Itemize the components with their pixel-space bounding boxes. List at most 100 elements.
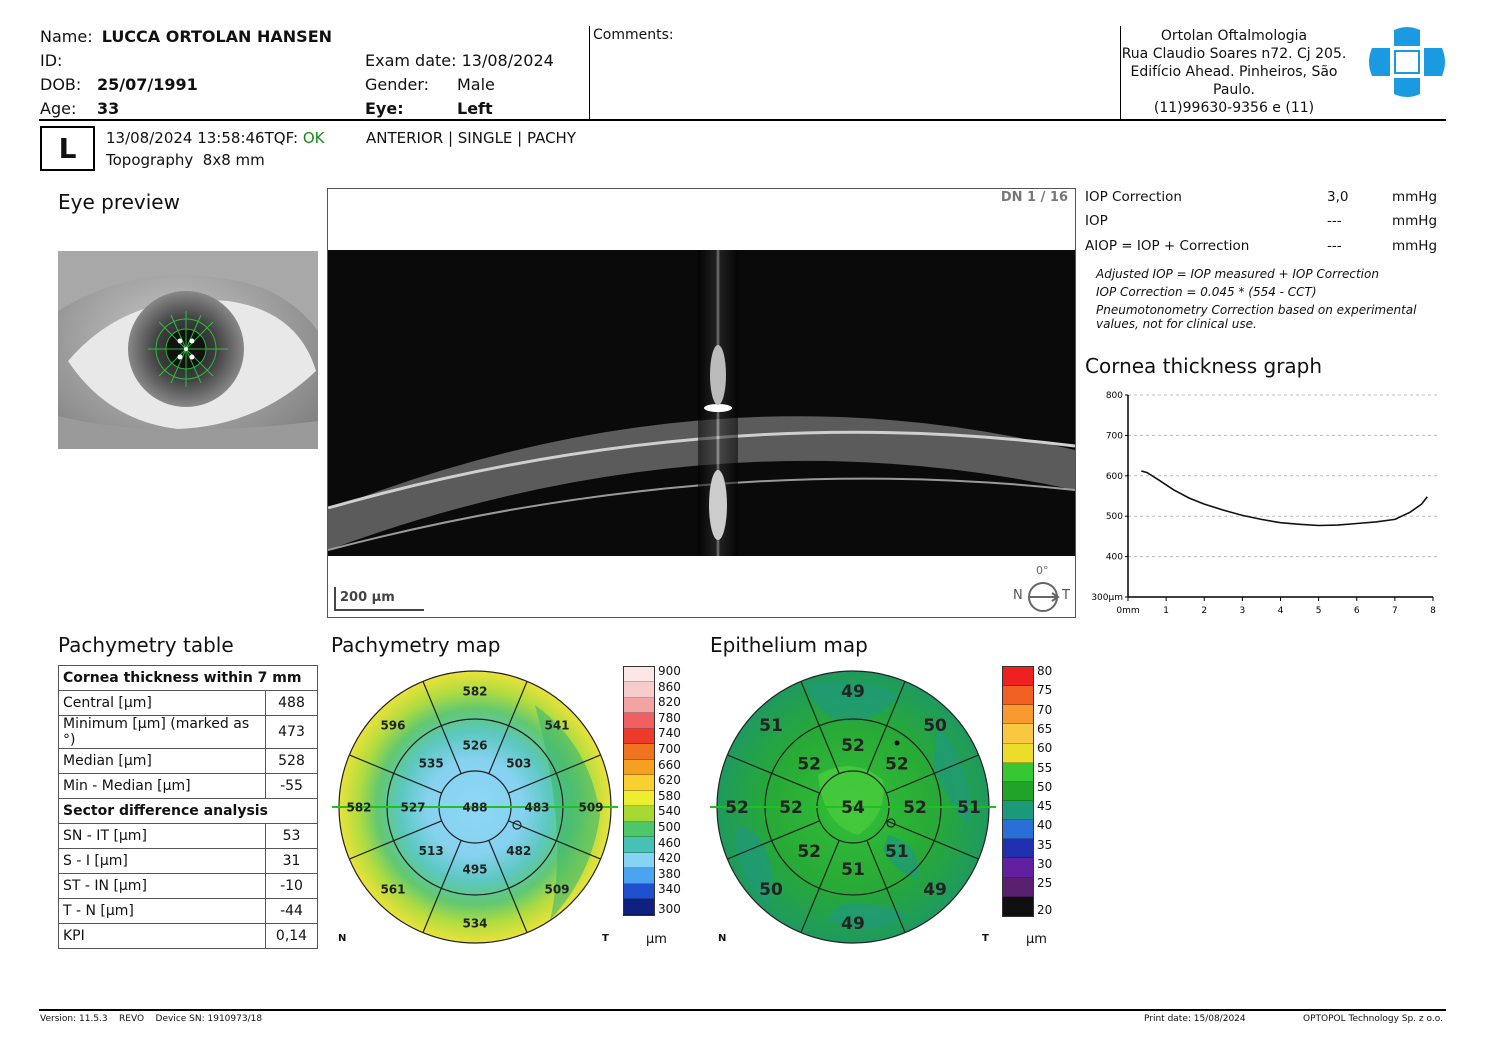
sector-value-inner: 52: [885, 754, 909, 774]
color-scale-label: 780: [658, 710, 681, 725]
table-row: T - N [µm] -44: [58, 898, 318, 924]
color-scale-label: 660: [658, 757, 681, 772]
color-scale-label: 55: [1037, 760, 1053, 775]
color-scale-swatch: [624, 775, 654, 791]
sector-divider: [886, 754, 979, 794]
pachy-unit: µm: [646, 932, 667, 947]
sector-value-inner: 535: [419, 756, 444, 770]
sector-divider: [727, 754, 820, 794]
color-scale-label: 500: [658, 820, 681, 834]
x-tick-label: 6: [1354, 606, 1360, 616]
color-scale-label: 380: [658, 866, 681, 881]
color-scale-swatch: [624, 852, 654, 869]
orientation-n: N: [1013, 588, 1023, 603]
sector-value-outer: 50: [759, 880, 783, 900]
scale-bar: [334, 587, 424, 611]
y-tick-label: 300µm: [1091, 593, 1123, 603]
color-scale-swatch: [624, 899, 654, 915]
sector-divider: [422, 840, 462, 933]
color-scale-swatch: [624, 806, 654, 822]
iop-notes: Adjusted IOP = IOP measured + IOP Correc…: [1096, 267, 1417, 331]
sector-value-inner: 52: [903, 798, 927, 818]
sector-value-outer: 596: [380, 718, 405, 732]
color-scale-label: 340: [658, 882, 681, 897]
sector-value-inner: 52: [841, 736, 865, 756]
sector-value-inner: 482: [506, 844, 531, 858]
color-scale-swatch: [1003, 839, 1033, 859]
epi-label-n: N: [718, 933, 727, 944]
divider: [1120, 26, 1121, 119]
color-scale-label: 740: [658, 726, 681, 741]
footer-divider: [39, 1009, 1446, 1011]
color-scale-swatch: [624, 744, 654, 760]
epithelium-map: 54 52 49 52 50 52 51 51 49 51 49 52 50 52 52 52 51: [710, 670, 996, 944]
table-row: ST - IN [µm] -10: [58, 873, 318, 899]
epi-unit: µm: [1026, 932, 1047, 947]
color-scale-swatch: [624, 759, 654, 776]
color-scale-swatch: [1003, 877, 1033, 897]
sector-value-outer: 50: [923, 716, 947, 736]
clinic-address: Ortolan Oftalmologia Rua Claudio Soares …: [1121, 28, 1347, 116]
color-scale-swatch: [624, 821, 654, 838]
color-scale-swatch: [1003, 858, 1033, 878]
sector-value-center: 54: [841, 798, 865, 818]
exam-date: 13/08/2024: [461, 51, 554, 70]
sector-value-outer: 561: [380, 882, 405, 896]
minimum-marker-icon: [512, 820, 522, 830]
color-scale-bar: [1002, 666, 1034, 917]
pachy-table: Cornea thickness within 7 mm Central [µm…: [58, 665, 318, 949]
table-row: Min - Median [µm] -55: [58, 773, 318, 799]
table-row: KPI 0,14: [58, 923, 318, 949]
exam-eye: Left: [457, 99, 493, 118]
sector-value-inner: 51: [841, 860, 865, 880]
sector-divider: [488, 840, 528, 933]
tqf-status: OK: [302, 129, 325, 147]
bscan-image: [328, 250, 1075, 556]
color-scale-swatch: [624, 790, 654, 807]
sector-value-outer: 52: [725, 798, 749, 818]
sector-value-outer: 49: [841, 682, 865, 702]
color-scale-label: 35: [1037, 837, 1053, 852]
color-scale-label: 580: [658, 788, 681, 803]
sector-value-outer: 51: [957, 798, 981, 818]
eye-side-badge: L: [40, 126, 95, 171]
y-tick-label: 700: [1106, 431, 1123, 441]
pachy-label-t: T: [602, 933, 609, 944]
bscan-counter: DN 1 / 16: [1000, 190, 1068, 205]
pachy-map-title: Pachymetry map: [331, 633, 501, 657]
clinic-logo-icon: [1369, 27, 1445, 97]
x-tick-label: 4: [1278, 606, 1284, 616]
color-scale-label: 25: [1037, 876, 1053, 891]
sector-divider: [422, 681, 462, 774]
x-tick-label: 7: [1392, 606, 1398, 616]
color-scale-label: 420: [658, 851, 681, 866]
table-row: Cornea thickness within 7 mm: [58, 665, 318, 691]
scan-type: ANTERIOR | SINGLE | PACHY: [366, 129, 576, 147]
eye-preview-title: Eye preview: [58, 190, 180, 214]
sector-divider: [800, 681, 840, 774]
thickness-chart: 300µm 400 500 600 700 800 0mm 1 2 3 4 5 6 7 8: [1091, 391, 1438, 616]
scan-datetime-row: 13/08/2024 13:58:46TQF: OK: [106, 129, 325, 147]
sector-value-outer: 51: [759, 716, 783, 736]
y-tick-label: 500: [1106, 512, 1123, 522]
eye-preview-image: [58, 251, 318, 449]
table-row: Minimum [µm] (marked as °) 473: [58, 715, 318, 749]
sector-value-outer: 49: [923, 880, 947, 900]
footer-company: OPTOPOL Technology Sp. z o.o.: [1303, 1014, 1443, 1024]
color-scale-label: 900: [658, 664, 681, 678]
table-row: Median [µm] 528: [58, 748, 318, 774]
footer-version: Version: 11.5.3 REVO Device SN: 1910973/…: [40, 1014, 263, 1024]
scale-label: 200 µm: [340, 590, 395, 605]
exam-eye-row: Eye: Left: [365, 99, 493, 118]
color-scale-label: 700: [658, 742, 681, 756]
sector-divider: [488, 681, 528, 774]
color-scale-swatch: [624, 713, 654, 729]
color-scale-label: 45: [1037, 799, 1053, 814]
patient-age: 33: [97, 99, 120, 118]
x-tick-label: 8: [1430, 606, 1436, 616]
thickness-graph-title: Cornea thickness graph: [1085, 354, 1323, 378]
footer-print-date: Print date: 15/08/2024: [1144, 1014, 1246, 1024]
table-row: Sector difference analysis: [58, 798, 318, 824]
color-scale-label: 460: [658, 835, 681, 850]
sector-divider: [727, 820, 820, 860]
